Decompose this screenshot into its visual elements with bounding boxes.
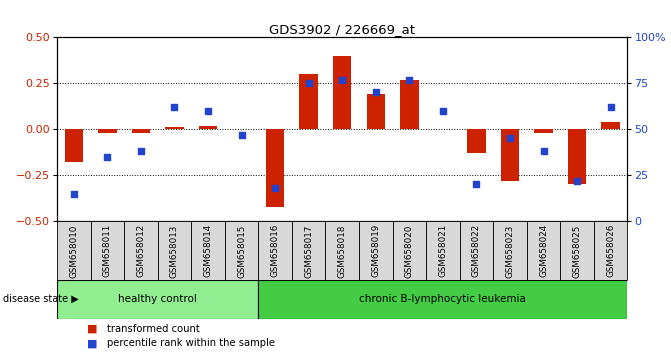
Bar [333, 56, 352, 129]
Bar [124, 221, 158, 280]
Text: disease state ▶: disease state ▶ [3, 294, 79, 304]
Bar [165, 127, 184, 129]
Bar [601, 122, 620, 129]
Point [370, 90, 381, 95]
Text: GSM658012: GSM658012 [136, 224, 146, 278]
Title: GDS3902 / 226669_at: GDS3902 / 226669_at [269, 23, 415, 36]
Text: ■: ■ [87, 338, 98, 348]
Bar [292, 221, 325, 280]
Bar [366, 94, 385, 129]
Point [169, 104, 180, 110]
Bar [299, 74, 318, 129]
Point [236, 132, 247, 138]
Point [102, 154, 113, 160]
Text: GSM658025: GSM658025 [572, 224, 582, 278]
Point [203, 108, 213, 114]
Bar [359, 221, 393, 280]
Bar [325, 221, 359, 280]
Bar [467, 129, 486, 153]
Text: GSM658013: GSM658013 [170, 224, 179, 278]
Point [437, 108, 448, 114]
Bar [527, 221, 560, 280]
Point [538, 148, 549, 154]
Text: percentile rank within the sample: percentile rank within the sample [107, 338, 275, 348]
Point [136, 148, 146, 154]
Bar [400, 80, 419, 129]
Text: GSM658026: GSM658026 [606, 224, 615, 278]
Bar [426, 221, 460, 280]
Text: GSM658014: GSM658014 [203, 224, 213, 278]
Text: ■: ■ [87, 324, 98, 333]
Text: healthy control: healthy control [118, 294, 197, 304]
Bar [568, 129, 586, 184]
Point [303, 80, 314, 86]
Bar [258, 221, 292, 280]
Text: chronic B-lymphocytic leukemia: chronic B-lymphocytic leukemia [360, 294, 526, 304]
Bar [64, 129, 83, 162]
Bar [534, 129, 553, 133]
Bar [493, 221, 527, 280]
Point [337, 77, 348, 82]
Text: GSM658016: GSM658016 [270, 224, 280, 278]
Bar [266, 129, 285, 206]
Text: transformed count: transformed count [107, 324, 200, 333]
Point [471, 182, 482, 187]
Bar [225, 221, 258, 280]
Point [572, 178, 582, 184]
Text: GSM658021: GSM658021 [438, 224, 448, 278]
Bar [258, 280, 627, 319]
Bar [158, 221, 191, 280]
Bar [460, 221, 493, 280]
Text: GSM658017: GSM658017 [304, 224, 313, 278]
Text: GSM658018: GSM658018 [338, 224, 347, 278]
Bar [393, 221, 426, 280]
Point [68, 191, 79, 196]
Text: GSM658023: GSM658023 [505, 224, 515, 278]
Text: GSM658011: GSM658011 [103, 224, 112, 278]
Text: GSM658020: GSM658020 [405, 224, 414, 278]
Point [404, 77, 415, 82]
Point [270, 185, 280, 191]
Bar [132, 129, 150, 133]
Point [605, 104, 616, 110]
Bar [594, 221, 627, 280]
Text: GSM658010: GSM658010 [69, 224, 79, 278]
Bar [98, 129, 117, 133]
Bar [191, 221, 225, 280]
Text: GSM658024: GSM658024 [539, 224, 548, 278]
Bar [560, 221, 594, 280]
Text: GSM658019: GSM658019 [371, 224, 380, 278]
Text: GSM658022: GSM658022 [472, 224, 481, 278]
Bar [501, 129, 519, 181]
Point [505, 136, 515, 141]
Bar [199, 126, 217, 129]
Bar [57, 280, 258, 319]
Bar [57, 221, 91, 280]
Text: GSM658015: GSM658015 [237, 224, 246, 278]
Bar [91, 221, 124, 280]
